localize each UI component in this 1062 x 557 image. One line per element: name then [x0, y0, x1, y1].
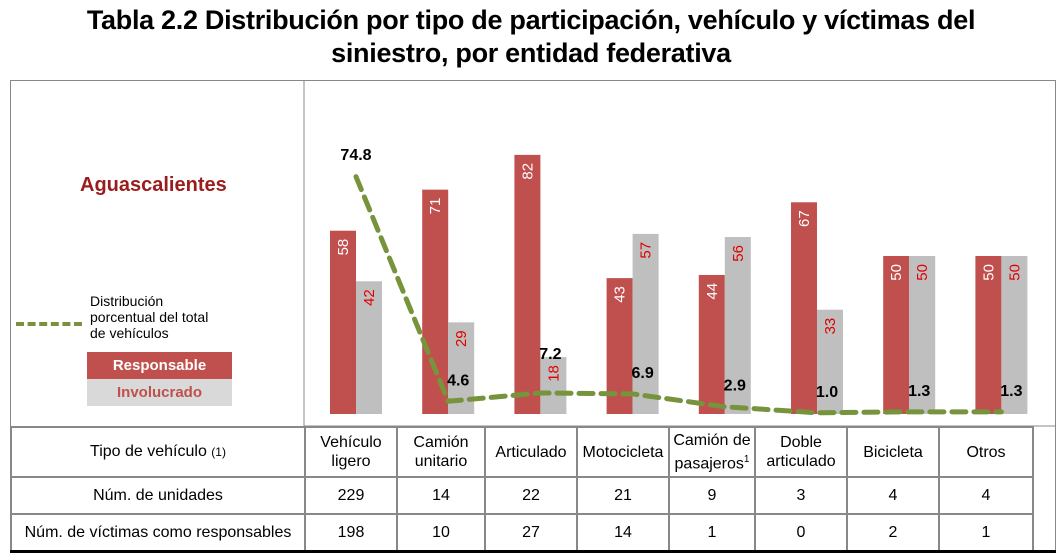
line-data-label: 6.9: [631, 365, 653, 382]
table-cell: 229: [304, 476, 398, 515]
col-line1: Articulado: [495, 443, 567, 461]
header-cell: Doble articulado: [754, 426, 848, 478]
legend-line-label-1: Distribución: [90, 293, 164, 309]
table-header-row: Tipo de vehículo (1) Vehículo ligero Cami…: [10, 426, 1034, 478]
row-label: Núm. de víctimas como responsables: [10, 513, 306, 552]
table-cell: 0: [754, 513, 848, 552]
table-cell: 9: [668, 476, 756, 515]
legend-line-label: Distribución porcentual del total de veh…: [90, 293, 208, 341]
header-note: (1): [211, 445, 226, 459]
bar-label-responsable: 67: [796, 210, 813, 227]
table-bottom-rule: [10, 550, 1056, 553]
legend-line-swatch: [16, 322, 82, 326]
bar-involucrado: [817, 309, 843, 414]
legend-involucrado: Involucrado: [87, 379, 232, 406]
header-cell: Otros: [938, 426, 1034, 478]
legend-line-label-3: de vehículos: [90, 325, 169, 341]
bar-involucrado: [724, 237, 751, 414]
header-cell: Motocicleta: [576, 426, 670, 478]
line-series-distribucion: [353, 174, 1004, 416]
table-cell: 3: [754, 476, 848, 515]
col-line1: Motocicleta: [582, 443, 664, 461]
table-cell: 14: [396, 476, 486, 515]
header-cell: Camión unitario: [396, 426, 486, 478]
bar-label-involucrado: 29: [453, 330, 470, 347]
header-cell: Articulado: [484, 426, 578, 478]
table-cell: 2: [846, 513, 940, 552]
col-line1: Camión: [413, 434, 469, 451]
bar-label-involucrado: 57: [638, 242, 655, 259]
bar-label-involucrado: 56: [730, 245, 747, 262]
col-line1: Vehículo: [320, 434, 382, 451]
header-cell: Camión de pasajeros1: [668, 426, 756, 478]
col-line1: Bicicleta: [863, 443, 923, 461]
line-data-label: 2.9: [724, 378, 746, 395]
table-cell: 4: [938, 476, 1034, 515]
header-cell: Vehículo ligero: [304, 426, 398, 478]
col-line2: articulado: [766, 453, 836, 470]
col-line2: ligero: [331, 453, 371, 470]
col-line1: Camión de: [673, 431, 751, 449]
bar-label-involucrado: 50: [914, 264, 931, 281]
header-cell: Bicicleta: [846, 426, 940, 478]
bar-label-responsable: 50: [980, 264, 997, 281]
bar-responsable: [883, 256, 910, 414]
bar-label-responsable: 44: [704, 283, 721, 300]
bar-label-responsable: 82: [519, 163, 536, 180]
bar-responsable: [975, 256, 1002, 414]
bar-involucrado: [909, 256, 936, 414]
table-cell: 14: [576, 513, 670, 552]
bar-label-responsable: 43: [612, 286, 629, 303]
entity-name: Aguascalientes: [80, 174, 227, 196]
row-label: Núm. de unidades: [10, 476, 306, 515]
line-data-label: 1.3: [908, 383, 930, 400]
line-data-label: 74.8: [340, 147, 371, 164]
col-line2: unitario: [414, 453, 468, 470]
table-cell: 22: [484, 476, 578, 515]
bar-responsable: [422, 189, 449, 414]
table-cell: 10: [396, 513, 486, 552]
bar-involucrado: [540, 357, 567, 414]
bar-label-involucrado: 50: [1006, 264, 1023, 281]
bar-responsable: [791, 202, 817, 414]
bar-label-involucrado: 42: [361, 289, 378, 306]
chart: 58 42 71 29 82 18 43 57 44 56 67 33 50 50 50 50 74.8 4.6…: [303, 80, 1056, 427]
table-row: Núm. de unidades 229 14 22 21 9 3 4 4: [10, 476, 1034, 515]
line-data-label: 4.6: [447, 372, 469, 389]
table-cell: 21: [576, 476, 670, 515]
bar-responsable: [698, 274, 725, 414]
bar-label-responsable: 58: [335, 239, 352, 256]
table-cell: 1: [668, 513, 756, 552]
table-cell: 27: [484, 513, 578, 552]
col-line2: pasajeros: [674, 455, 744, 473]
chart-frame: [10, 80, 1056, 552]
table-row: Núm. de víctimas como responsables 198 1…: [10, 513, 1034, 552]
col-line1: Doble: [780, 434, 822, 451]
bar-responsable: [330, 230, 356, 414]
line-data-label: 7.2: [539, 346, 561, 363]
bar-involucrado: [356, 281, 382, 414]
bar-label-involucrado: 33: [822, 318, 839, 335]
legend-line-label-2: porcentual del total: [90, 309, 209, 325]
header-label-cell: Tipo de vehículo (1): [10, 426, 306, 478]
title-line-2: siniestro, por entidad federativa: [331, 38, 731, 68]
line-data-label: 1.3: [1000, 383, 1022, 400]
data-table: Tipo de vehículo (1) Vehículo ligero Cami…: [10, 426, 1034, 552]
bar-involucrado: [632, 233, 659, 414]
col-line1: Otros: [966, 443, 1006, 461]
page-title: Tabla 2.2 Distribución por tipo de parti…: [0, 4, 1062, 70]
table-cell: 4: [846, 476, 940, 515]
header-label: Tipo de vehículo: [90, 443, 207, 460]
bar-responsable: [514, 154, 541, 414]
legend-responsable: Responsable: [87, 352, 232, 379]
table-cell: 198: [304, 513, 398, 552]
bar-label-responsable: 50: [888, 264, 905, 281]
bar-label-involucrado: 18: [545, 365, 562, 382]
bar-involucrado: [1001, 256, 1028, 414]
title-line-1: Tabla 2.2 Distribución por tipo de parti…: [86, 5, 976, 35]
table-cell: 1: [938, 513, 1034, 552]
bar-label-responsable: 71: [427, 198, 444, 215]
col-footnote: 1: [743, 453, 750, 465]
line-data-label: 1.0: [816, 384, 838, 401]
